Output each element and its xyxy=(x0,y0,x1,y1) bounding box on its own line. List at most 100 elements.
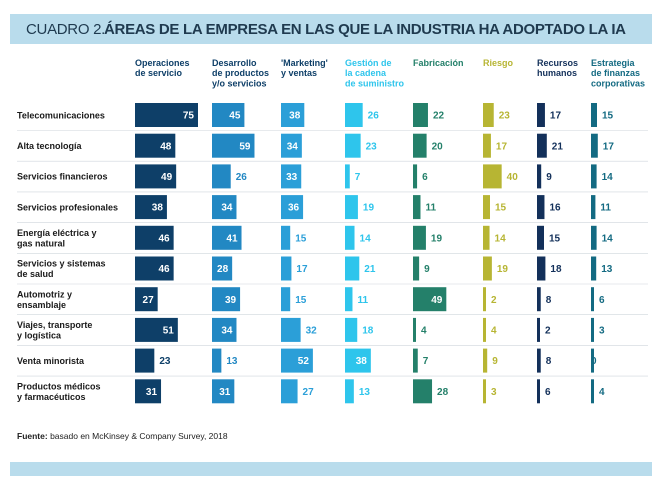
bar-r3-c4 xyxy=(413,195,421,220)
column-header-6-line-0: Recursos xyxy=(537,58,578,68)
bar-r0-c0 xyxy=(135,103,198,127)
bar-r5-c7 xyxy=(591,256,597,281)
bar-r8-c4 xyxy=(413,348,418,373)
bar-r0-c6 xyxy=(537,103,545,127)
source-text: basado en McKinsey & Company Survey, 201… xyxy=(50,431,228,441)
bar-r6-c6 xyxy=(537,287,541,312)
bar-r3-c5 xyxy=(483,195,490,220)
value-label-r4-c5: 14 xyxy=(495,233,507,244)
column-header-6-line-1: humanos xyxy=(537,68,577,78)
value-label-r9-c5: 3 xyxy=(491,387,497,398)
value-label-r8-c7: 0 xyxy=(591,356,597,367)
bar-r0-c5 xyxy=(483,103,494,127)
value-label-r9-c2: 27 xyxy=(303,387,315,398)
value-label-r3-c7: 11 xyxy=(600,203,611,214)
value-label-r1-c5: 17 xyxy=(496,141,508,152)
value-label-r4-c0: 46 xyxy=(159,233,171,244)
bar-r6-c0 xyxy=(135,287,158,312)
value-label-r4-c6: 15 xyxy=(549,233,561,244)
value-label-r3-c0: 38 xyxy=(152,203,164,214)
value-label-r4-c7: 14 xyxy=(602,233,614,244)
value-label-r0-c7: 15 xyxy=(602,111,614,122)
value-label-r4-c3: 14 xyxy=(360,233,372,244)
source-note: Fuente: basado en McKinsey & Company Sur… xyxy=(17,431,228,441)
bar-r2-c7 xyxy=(591,164,597,189)
bar-r1-c1 xyxy=(212,133,255,158)
bar-r7-c3 xyxy=(345,317,358,342)
bar-r8-c3 xyxy=(345,348,371,373)
bottom-band xyxy=(10,462,652,476)
bar-r5-c5 xyxy=(483,256,492,281)
bar-r6-c2 xyxy=(281,287,291,312)
value-label-r7-c3: 18 xyxy=(362,326,374,337)
bar-r7-c1 xyxy=(212,317,237,342)
value-label-r1-c0: 48 xyxy=(160,141,172,152)
bar-r7-c0 xyxy=(135,317,178,342)
value-label-r3-c1: 34 xyxy=(221,203,233,214)
value-label-r6-c3: 11 xyxy=(357,295,368,306)
value-label-r2-c6: 9 xyxy=(546,172,552,183)
row-label-9-line-0: Productos médicos xyxy=(17,381,101,391)
row-label-2-line-0: Servicios financieros xyxy=(17,172,108,182)
column-header-7-line-0: Estrategia xyxy=(591,58,636,68)
bar-r2-c6 xyxy=(537,164,542,189)
column-header-3-line-1: la cadena xyxy=(345,68,387,78)
bar-r5-c3 xyxy=(345,256,360,281)
bar-r8-c2 xyxy=(281,348,313,373)
bar-r6-c1 xyxy=(212,287,241,312)
column-header-0-line-1: de servicio xyxy=(135,68,183,78)
row-label-4-line-0: Energía eléctrica y xyxy=(17,228,97,238)
value-label-r2-c0: 49 xyxy=(161,172,173,183)
bar-r9-c2 xyxy=(281,379,298,404)
bar-r1-c2 xyxy=(281,133,302,158)
row-label-7-line-0: Viajes, transporte xyxy=(17,320,92,330)
bar-r6-c3 xyxy=(345,287,353,312)
value-label-r2-c4: 6 xyxy=(422,172,428,183)
bar-r6-c5 xyxy=(483,287,486,312)
value-label-r5-c0: 46 xyxy=(159,264,171,275)
value-label-r5-c6: 18 xyxy=(550,264,562,275)
value-label-r7-c7: 3 xyxy=(599,326,605,337)
row-label-0-line-0: Telecomunicaciones xyxy=(17,110,105,120)
value-label-r9-c3: 13 xyxy=(359,387,371,398)
bar-r2-c0 xyxy=(135,164,177,189)
column-header-1-line-2: y/o servicios xyxy=(212,78,267,88)
value-label-r6-c5: 2 xyxy=(491,295,497,306)
value-label-r8-c1: 13 xyxy=(226,356,238,367)
value-label-r4-c2: 15 xyxy=(295,233,307,244)
value-label-r6-c2: 15 xyxy=(295,295,307,306)
bar-r0-c4 xyxy=(413,103,428,127)
value-label-r8-c4: 7 xyxy=(423,356,429,367)
bar-r9-c5 xyxy=(483,379,486,404)
value-label-r7-c5: 4 xyxy=(491,326,497,337)
bar-r5-c4 xyxy=(413,256,420,281)
value-label-r2-c5: 40 xyxy=(507,172,519,183)
bar-r9-c0 xyxy=(135,379,162,404)
value-label-r6-c7: 6 xyxy=(599,295,605,306)
column-header-4-line-0: Fabricación xyxy=(413,58,464,68)
bar-r5-c0 xyxy=(135,256,174,281)
value-label-r3-c5: 15 xyxy=(495,203,507,214)
column-header-7-line-1: de finanzas xyxy=(591,68,640,78)
bar-r3-c0 xyxy=(135,195,167,220)
value-label-r8-c0: 23 xyxy=(159,356,171,367)
title-band: CUADRO 2. ÁREAS DE LA EMPRESA EN LAS QUE… xyxy=(10,14,652,44)
value-label-r7-c0: 51 xyxy=(163,326,175,337)
value-label-r9-c4: 28 xyxy=(437,387,449,398)
bar-r4-c3 xyxy=(345,225,355,250)
bar-r7-c6 xyxy=(537,317,540,342)
bar-r8-c7 xyxy=(591,348,594,373)
value-label-r0-c4: 22 xyxy=(433,111,445,122)
value-label-r5-c2: 17 xyxy=(296,264,308,275)
bar-r7-c7 xyxy=(591,317,594,342)
value-label-r4-c1: 41 xyxy=(226,233,238,244)
value-label-r8-c5: 9 xyxy=(492,356,498,367)
bar-r9-c3 xyxy=(345,379,354,404)
value-label-r9-c6: 6 xyxy=(545,387,551,398)
column-header-1-line-1: de productos xyxy=(212,68,269,78)
value-label-r2-c2: 33 xyxy=(286,172,298,183)
bar-r8-c1 xyxy=(212,348,222,373)
bar-r6-c7 xyxy=(591,287,594,312)
bar-r4-c5 xyxy=(483,225,490,250)
value-label-r7-c6: 2 xyxy=(545,326,551,337)
